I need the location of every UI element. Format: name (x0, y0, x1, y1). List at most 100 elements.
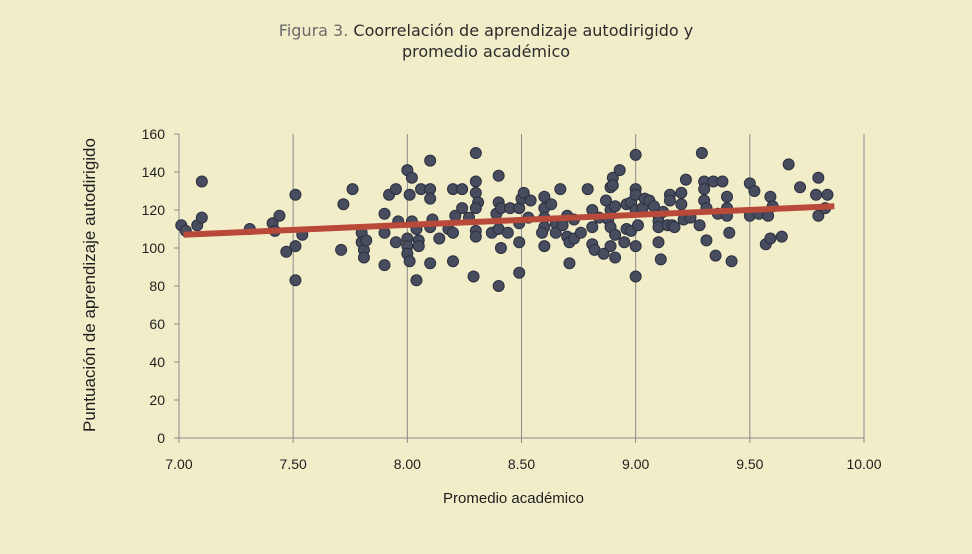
data-point (700, 234, 713, 247)
data-point (447, 226, 459, 239)
x-tick-label: 9.00 (622, 456, 649, 472)
data-point (273, 209, 286, 222)
trendline (183, 203, 835, 238)
y-tick-label: 140 (142, 164, 166, 180)
data-point (675, 198, 688, 211)
y-tick-label: 20 (149, 392, 165, 408)
data-point (337, 198, 350, 211)
data-point (775, 230, 788, 243)
data-point (280, 245, 293, 258)
data-point (469, 175, 482, 188)
data-point (721, 190, 733, 203)
data-point (346, 183, 359, 196)
data-point (810, 188, 823, 201)
y-axis-title: Puntuación de aprendizaje autodirigido (80, 138, 99, 432)
data-point (517, 186, 530, 199)
data-point (403, 188, 416, 201)
data-point (652, 236, 665, 249)
data-point (794, 181, 807, 194)
chart-title-line-1: Figura 3. Coorrelación de aprendizaje au… (0, 20, 972, 41)
data-point (695, 147, 708, 159)
data-point (195, 175, 208, 188)
x-tick-label: 8.00 (394, 456, 421, 472)
data-point (812, 171, 825, 184)
data-point (654, 253, 667, 266)
data-point (545, 198, 558, 211)
chart-title: Figura 3. Coorrelación de aprendizaje au… (0, 20, 972, 62)
data-point (709, 249, 722, 262)
data-point (764, 232, 777, 245)
data-point (424, 257, 437, 270)
data-point (554, 183, 567, 196)
y-tick-label: 0 (157, 430, 165, 446)
data-point (403, 255, 416, 268)
data-point (469, 147, 482, 159)
data-point (410, 274, 423, 287)
data-point (389, 183, 402, 196)
data-point (716, 175, 729, 188)
data-point (725, 255, 738, 268)
data-point (629, 148, 642, 161)
data-point (597, 247, 610, 260)
data-point (433, 232, 446, 245)
data-point (492, 280, 505, 292)
data-point (631, 219, 644, 232)
data-point (782, 158, 795, 171)
data-point (748, 185, 761, 197)
data-point (467, 270, 480, 283)
data-point (613, 164, 626, 177)
data-point (513, 266, 526, 279)
y-tick-label: 100 (142, 240, 166, 256)
chart-title-text: Coorrelación de aprendizaje autodirigido… (353, 21, 694, 40)
data-point (609, 200, 622, 213)
data-point (412, 240, 425, 253)
data-point (679, 173, 692, 186)
data-point (574, 226, 587, 239)
data-point (821, 188, 834, 201)
data-point (501, 226, 514, 239)
x-axis-title: Promedio académico (443, 490, 584, 507)
data-point (693, 219, 706, 232)
data-point (609, 251, 622, 264)
data-point (289, 240, 302, 253)
data-point (447, 255, 459, 268)
data-point (629, 270, 642, 283)
data-point (606, 179, 619, 192)
data-point (469, 202, 482, 215)
data-point (289, 274, 302, 287)
data-point (663, 194, 676, 207)
data-point (389, 236, 402, 249)
data-point (563, 257, 576, 270)
data-point (513, 236, 526, 249)
figure-number: Figura 3. (278, 21, 349, 40)
data-point (456, 183, 469, 196)
data-point (812, 209, 825, 222)
y-tick-label: 40 (149, 354, 165, 370)
data-point (360, 234, 373, 247)
data-point (424, 192, 437, 205)
y-tick-label: 160 (142, 126, 166, 142)
data-point (629, 240, 642, 253)
data-point (289, 188, 302, 201)
data-point (586, 221, 599, 234)
data-point (456, 202, 469, 215)
data-point (723, 226, 736, 239)
data-point (549, 226, 562, 239)
data-point (524, 194, 537, 207)
data-point (581, 183, 594, 196)
chart-title-line-2: promedio académico (401, 42, 571, 61)
x-tick-label: 10.00 (846, 456, 881, 472)
x-tick-label: 8.50 (508, 456, 535, 472)
data-point (698, 183, 711, 196)
data-point (536, 226, 549, 239)
data-point (599, 194, 612, 207)
data-point (195, 211, 208, 224)
data-point (357, 251, 370, 264)
y-tick-label: 80 (149, 278, 165, 294)
x-tick-label: 7.00 (165, 456, 192, 472)
data-point (378, 207, 391, 220)
data-point (604, 240, 617, 253)
data-point (675, 186, 688, 199)
data-point (424, 154, 437, 167)
